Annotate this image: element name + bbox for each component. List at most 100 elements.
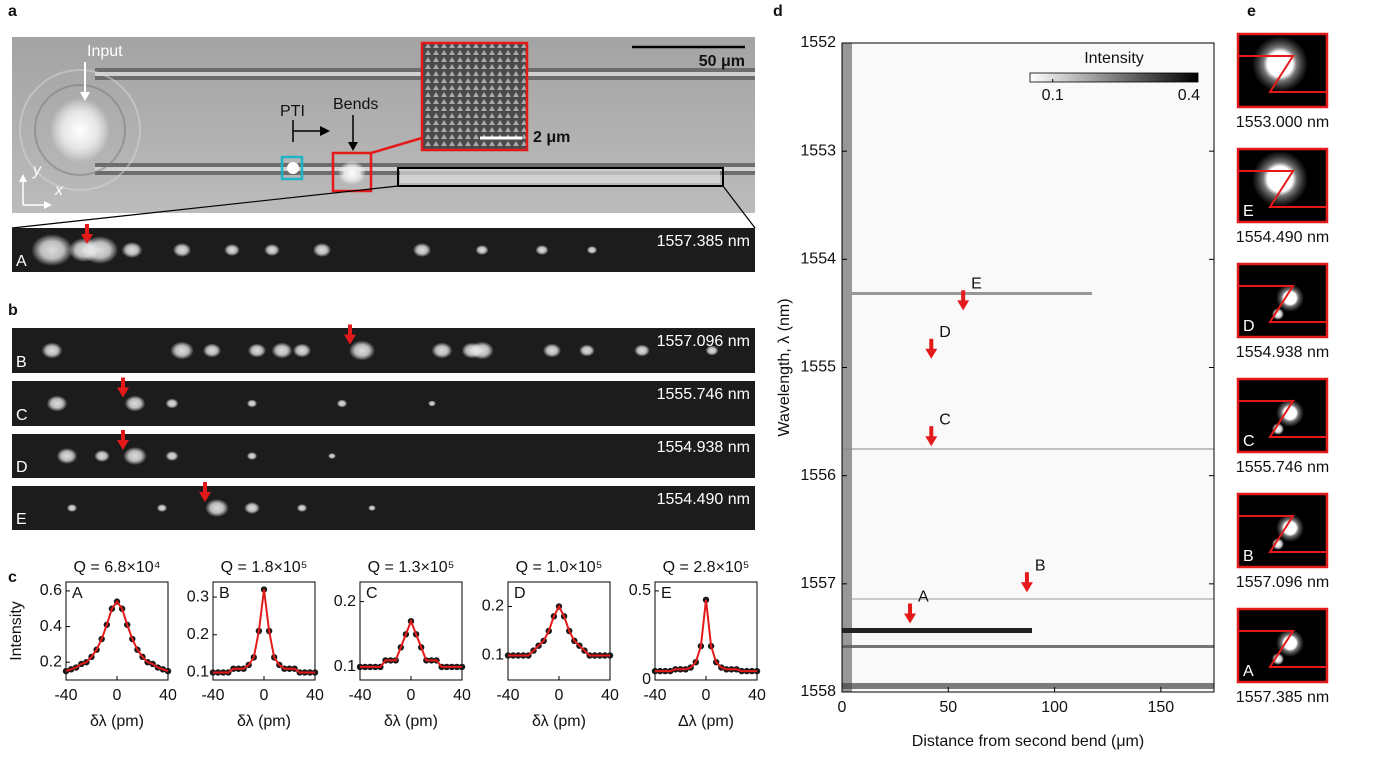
bright-spot (123, 447, 147, 465)
y-tick-label: 1555 (800, 359, 836, 376)
y-tick-label: 0.4 (40, 618, 62, 635)
strip-wavelength: 1557.385 nm (657, 233, 750, 250)
x-axis-label: δλ (pm) (237, 713, 291, 730)
heatmap-image (842, 43, 1214, 692)
annotation-label: E (971, 276, 982, 293)
bright-spot (292, 343, 312, 358)
y-tick-label: 0.1 (334, 658, 356, 675)
chart-title: Q = 1.0×10⁵ (516, 559, 603, 576)
bright-spot (202, 343, 222, 358)
pointer-arrow (81, 234, 93, 244)
annotation-label: A (918, 589, 929, 606)
bright-spot (542, 343, 562, 358)
z-outline (1238, 285, 1327, 323)
y-axis-label: Intensity (8, 601, 25, 661)
x-tick-label: 50 (939, 699, 957, 716)
strips: A 1557.385 nm B 1557.096 nm C 1555.746 nm D 155… (12, 224, 755, 530)
x-tick-label: 0 (702, 687, 711, 704)
scale-bar-label: 2 μm (533, 129, 570, 146)
z-outline (1238, 400, 1327, 438)
y-tick-label: 1558 (800, 683, 836, 700)
image-wavelength: 1557.385 nm (1236, 689, 1329, 706)
bright-spot (81, 236, 119, 264)
fit-line (508, 604, 610, 657)
pointer-arrow (121, 377, 125, 390)
panel-letter: C (366, 585, 378, 602)
image-label: Input (87, 43, 123, 60)
mode-spot (1252, 36, 1308, 92)
bright-spot (247, 343, 267, 358)
panel-letter: A (72, 585, 83, 602)
colorbar-title: Intensity (1084, 50, 1144, 67)
x-tick-label: 0 (260, 687, 269, 704)
image-frame (1236, 492, 1329, 569)
z-outline (1238, 630, 1327, 668)
chart-title: Q = 6.8×10⁴ (74, 559, 161, 576)
y-tick-label: 1554 (800, 251, 836, 268)
bright-spot (296, 504, 308, 512)
colorbar (1029, 72, 1199, 83)
x-tick-label: 0 (407, 687, 416, 704)
pointer-arrow (904, 613, 917, 624)
pointer-arrow (1024, 572, 1029, 585)
y-tick-label: 0.5 (629, 582, 651, 599)
image-label: Bends (333, 96, 378, 113)
chart-title: Q = 2.8×10⁵ (663, 559, 750, 576)
bright-spot (271, 342, 293, 359)
x-tick-label: -40 (496, 687, 519, 704)
strip-image (12, 328, 755, 373)
y-tick-label: 0.3 (187, 588, 209, 605)
y-tick-label: 0.2 (334, 593, 356, 610)
image-wavelength: 1555.746 nm (1236, 459, 1329, 476)
strip-letter: A (16, 253, 27, 270)
image-label: PTI (280, 103, 305, 120)
x-axis-label: Δλ (pm) (678, 713, 734, 730)
image-letter: E (1243, 203, 1254, 220)
bright-spot (31, 234, 73, 266)
pointer-arrow (908, 603, 913, 616)
mode-spot (1272, 653, 1284, 665)
colorbar-tick-label: 0.4 (1178, 87, 1200, 104)
image-wavelength: 1554.938 nm (1236, 344, 1329, 361)
pointer-arrow (929, 338, 934, 351)
x-tick-label: 40 (306, 687, 324, 704)
strip-wavelength: 1554.938 nm (657, 439, 750, 456)
pointer-arrow (1020, 582, 1033, 593)
y-tick-label: 0.1 (482, 647, 504, 664)
x-tick-label: 40 (601, 687, 619, 704)
bright-spot (412, 243, 432, 257)
y-tick-label: 0.6 (40, 582, 62, 599)
bright-spot (312, 243, 332, 257)
strip-image (12, 486, 755, 530)
fit-line (65, 599, 169, 673)
annotation-label: C (939, 411, 951, 428)
mode-spot (1272, 538, 1284, 550)
y-tick-label: 1556 (800, 467, 836, 484)
mode-images: 1553.000 nm E 1554.490 nm D 1554.938 nm C 1555… (1236, 32, 1329, 706)
x-tick-label: 40 (453, 687, 471, 704)
bright-spot (579, 344, 595, 357)
x-tick-label: 100 (1041, 699, 1068, 716)
bright-spot (244, 502, 260, 514)
bright-spot (165, 398, 179, 409)
y-tick-label: 1557 (800, 575, 836, 592)
image-letter: D (1243, 318, 1255, 335)
pointer-arrow (117, 440, 129, 450)
pointer-arrow (344, 334, 356, 345)
x-tick-label: -40 (643, 687, 666, 704)
bright-spot (368, 505, 376, 511)
pointer-arrow (199, 492, 211, 502)
pointer-arrow (929, 426, 934, 439)
bright-spot (328, 453, 336, 459)
bright-spot (349, 340, 375, 361)
bright-spot (121, 242, 143, 258)
panel-letter: B (219, 585, 230, 602)
z-outline (1238, 515, 1327, 553)
bright-spot (431, 342, 453, 359)
bright-spot (94, 450, 110, 462)
bright-spot (66, 504, 78, 512)
image-letter: A (1243, 663, 1254, 680)
scale-bar-label: 50 μm (699, 53, 745, 70)
microscope-image (11, 37, 756, 229)
mode-spot (1276, 514, 1304, 542)
